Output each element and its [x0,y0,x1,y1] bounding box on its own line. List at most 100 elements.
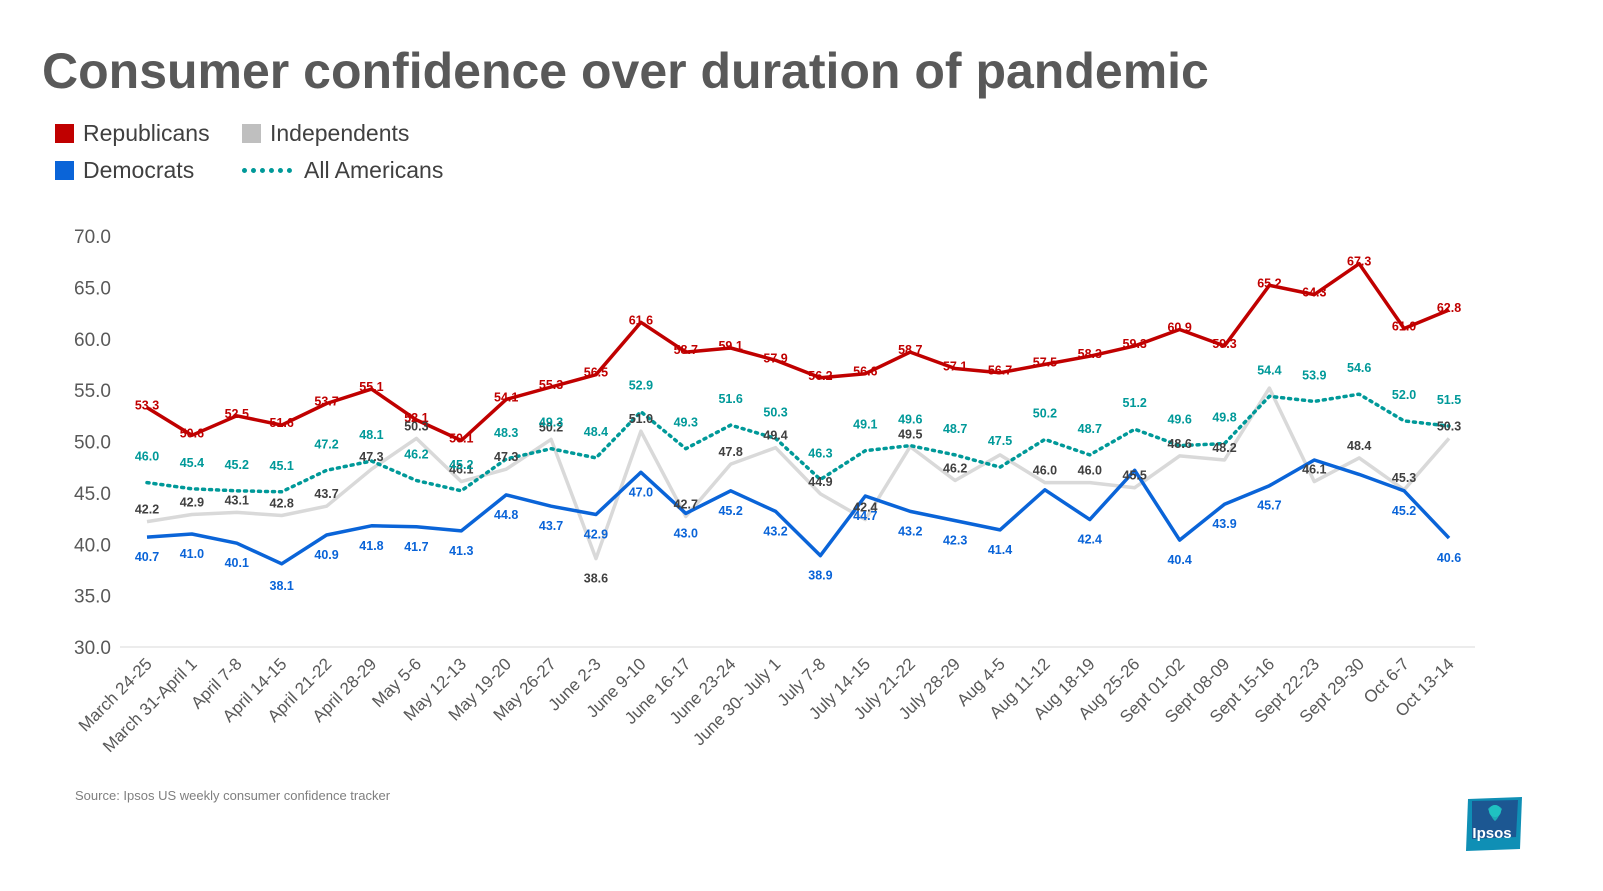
legend-swatch-democrats [55,161,74,180]
data-label-republicans: 57.5 [1033,355,1057,369]
y-tick-label: 30.0 [74,638,111,659]
data-label-independents: 44.9 [808,475,832,489]
data-label-republicans: 56.7 [988,364,1012,378]
data-label-all-americans: 51.6 [718,392,742,406]
legend-label-independents: Independents [270,120,410,146]
data-label-democrats: 38.1 [270,579,294,593]
data-label-independents: 45.3 [1392,471,1416,485]
data-label-republicans: 59.3 [1123,337,1147,351]
data-label-all-americans: 48.3 [494,426,518,440]
data-label-all-americans: 51.5 [1437,393,1461,407]
data-label-all-americans: 49.3 [674,416,698,430]
data-label-republicans: 61.0 [1392,319,1416,333]
data-label-independents: 48.2 [1212,441,1236,455]
data-label-all-americans: 54.4 [1257,363,1281,377]
data-label-republicans: 56.5 [584,366,608,380]
data-label-republicans: 62.8 [1437,301,1461,315]
data-label-independents: 42.7 [674,498,698,512]
data-label-democrats: 40.1 [225,556,249,570]
y-tick-label: 65.0 [74,278,111,299]
legend-swatch-all-americans [242,168,292,173]
data-label-republicans: 54.1 [494,390,518,404]
data-label-independents: 46.1 [1302,463,1326,477]
data-label-independents: 46.0 [1078,464,1102,478]
data-label-republicans: 53.7 [314,394,338,408]
source-note: Source: Ipsos US weekly consumer confide… [75,788,391,803]
data-label-all-americans: 46.0 [135,450,159,464]
data-label-republicans: 59.3 [1212,337,1236,351]
data-label-republicans: 50.6 [180,426,204,440]
data-label-all-americans: 45.4 [180,456,204,470]
data-label-independents: 45.5 [1123,469,1147,483]
chart-title: Consumer confidence over duration of pan… [42,43,1209,99]
data-label-democrats: 40.9 [314,548,338,562]
data-label-democrats: 41.3 [449,544,473,558]
data-label-democrats: 43.2 [898,524,922,538]
data-label-all-americans: 46.3 [808,447,832,461]
data-label-democrats: 41.8 [359,539,383,553]
data-label-independents: 48.4 [1347,439,1371,453]
data-label-all-americans: 49.6 [898,413,922,427]
data-label-all-americans: 50.2 [1033,406,1057,420]
data-label-republicans: 61.6 [629,313,653,327]
y-tick-label: 35.0 [74,587,111,608]
data-label-independents: 51.0 [629,412,653,426]
data-label-republicans: 65.2 [1257,276,1281,290]
data-label-independents: 46.2 [943,462,967,476]
data-label-independents: 43.7 [314,487,338,501]
data-label-democrats: 42.9 [584,527,608,541]
data-label-democrats: 47.0 [629,485,653,499]
data-label-all-americans: 48.7 [943,422,967,436]
data-label-independents: 42.8 [270,496,294,510]
data-label-independents: 49.4 [763,429,787,443]
y-tick-label: 70.0 [74,227,111,248]
data-label-republicans: 64.3 [1302,286,1326,300]
y-tick-label: 40.0 [74,535,111,556]
data-label-democrats: 43.0 [674,526,698,540]
data-label-independents: 42.4 [853,501,877,515]
data-label-democrats: 45.2 [718,504,742,518]
data-label-democrats: 43.2 [763,524,787,538]
data-label-democrats: 43.7 [539,519,563,533]
data-label-all-americans: 50.3 [763,405,787,419]
y-tick-label: 55.0 [74,381,111,402]
data-label-republicans: 60.9 [1167,321,1191,335]
data-label-all-americans: 45.1 [270,459,294,473]
data-label-democrats: 45.2 [1392,504,1416,518]
data-label-democrats: 42.3 [943,534,967,548]
series-line-all-americans [145,392,1451,494]
legend-label-democrats: Democrats [83,157,195,183]
legend-item-republicans: Republicans [55,120,210,147]
data-label-all-americans: 52.9 [629,379,653,393]
series-line-independents [146,386,1451,561]
data-label-independents: 42.9 [180,495,204,509]
data-label-republicans: 53.3 [135,399,159,413]
data-label-democrats: 41.7 [404,540,428,554]
legend-item-democrats: Democrats [55,157,194,184]
data-label-republicans: 67.3 [1347,255,1371,269]
data-label-all-americans: 49.6 [1167,413,1191,427]
data-label-democrats: 40.6 [1437,551,1461,565]
data-label-all-americans: 54.6 [1347,361,1371,375]
data-label-democrats: 45.7 [1257,499,1281,513]
ipsos-logo: Ipsos [1466,797,1524,851]
data-label-all-americans: 47.5 [988,434,1012,448]
data-label-independents: 50.3 [404,419,428,433]
data-label-all-americans: 45.2 [225,458,249,472]
y-tick-label: 50.0 [74,433,111,454]
data-label-all-americans: 47.2 [314,437,338,451]
data-label-all-americans: 49.1 [853,418,877,432]
data-label-republicans: 50.1 [449,431,473,445]
series-line-republicans [146,261,1450,443]
data-label-independents: 42.2 [135,503,159,517]
data-label-democrats: 41.0 [180,547,204,561]
data-label-republicans: 55.3 [539,378,563,392]
legend-label-all-americans: All Americans [304,157,444,183]
legend-item-all-americans: All Americans [242,157,443,184]
legend-swatch-republicans [55,124,74,143]
data-label-republicans: 57.9 [763,351,787,365]
data-label-all-americans: 51.2 [1123,396,1147,410]
logo-text: Ipsos [1472,825,1512,842]
data-label-all-americans: 48.1 [359,428,383,442]
